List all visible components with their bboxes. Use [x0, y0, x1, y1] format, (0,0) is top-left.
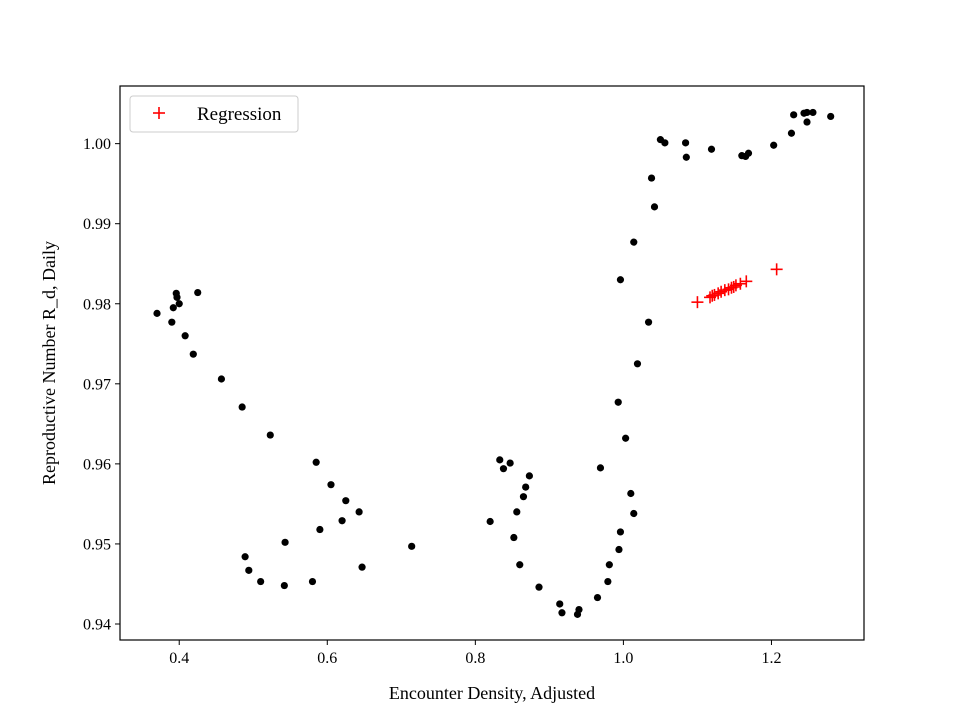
y-tick-label: 0.95	[83, 536, 111, 553]
data-point	[338, 517, 346, 525]
legend-label-regression: Regression	[197, 104, 282, 125]
x-axis-label: Encounter Density, Adjusted	[389, 683, 595, 703]
data-point	[622, 434, 630, 442]
data-point	[650, 203, 659, 211]
data-point	[744, 149, 753, 157]
data-point	[614, 398, 622, 406]
data-point	[707, 145, 716, 153]
regression-point	[712, 287, 725, 300]
regression-point	[691, 296, 704, 309]
data-point	[803, 118, 811, 126]
data-point	[181, 332, 189, 340]
data-point	[827, 112, 835, 121]
data-point	[681, 139, 690, 147]
data-point	[499, 465, 508, 473]
data-point	[355, 508, 363, 516]
data-point	[627, 489, 635, 498]
data-point	[604, 577, 612, 586]
legend-marker-regression	[153, 107, 165, 119]
data-point	[682, 153, 690, 161]
data-point	[189, 350, 197, 358]
data-point	[217, 375, 226, 383]
data-point	[510, 533, 518, 542]
x-tick-label: 0.6	[317, 650, 337, 667]
data-point	[605, 561, 613, 569]
data-point	[169, 304, 177, 312]
data-point	[556, 600, 564, 608]
regression-point	[722, 283, 735, 296]
data-point	[238, 403, 246, 411]
y-tick-label: 0.96	[83, 456, 111, 473]
y-tick-label: 0.94	[83, 616, 111, 633]
data-point	[327, 481, 335, 489]
x-tick-label: 0.8	[465, 650, 485, 667]
data-point	[257, 577, 265, 586]
data-point	[787, 129, 796, 137]
data-point	[633, 360, 642, 368]
data-point	[342, 497, 350, 505]
data-point	[513, 508, 521, 516]
data-point	[245, 566, 253, 574]
y-tick-label: 0.99	[83, 216, 111, 233]
data-point	[558, 609, 566, 617]
legend-box	[129, 95, 299, 133]
plot-marks	[153, 108, 835, 618]
data-point	[616, 528, 625, 536]
data-point	[525, 472, 533, 480]
data-point	[266, 431, 274, 439]
regression-point	[740, 275, 753, 288]
data-point	[173, 293, 181, 301]
data-point	[644, 318, 653, 326]
y-tick-label: 0.97	[83, 376, 111, 393]
data-point	[790, 111, 798, 119]
data-point	[486, 517, 494, 526]
data-point	[575, 605, 583, 614]
data-point	[153, 309, 161, 317]
y-tick-label: 0.98	[83, 296, 111, 313]
data-point	[770, 141, 778, 149]
data-point	[280, 581, 288, 590]
data-point	[316, 525, 324, 534]
data-point	[358, 563, 366, 571]
data-point	[194, 288, 202, 297]
data-point	[168, 318, 176, 326]
x-tick-label: 1.0	[613, 650, 633, 667]
data-point	[516, 561, 524, 569]
plot-frame	[119, 85, 865, 641]
data-point	[519, 493, 528, 501]
x-axis-ticks: 0.4 0.6 0.8 1.0 1.2	[169, 640, 781, 667]
data-point	[615, 545, 623, 554]
data-point	[630, 509, 638, 518]
y-axis-ticks: 0.94 0.95 0.96 0.97 0.98 0.99 1.00	[83, 136, 120, 633]
data-point	[535, 583, 543, 591]
data-point	[630, 238, 638, 246]
data-point	[647, 174, 656, 182]
x-tick-label: 0.4	[169, 650, 189, 667]
data-point	[506, 459, 514, 467]
data-point	[809, 108, 817, 117]
data-point	[496, 456, 504, 464]
x-tick-label: 1.2	[761, 650, 781, 667]
data-point	[175, 300, 183, 308]
data-point	[408, 542, 416, 550]
data-point	[593, 593, 602, 602]
y-tick-label: 1.00	[83, 136, 111, 153]
regression-point	[770, 263, 783, 276]
data-point	[241, 553, 249, 561]
data-point	[596, 464, 605, 472]
data-point	[661, 139, 669, 147]
y-axis-label: Reproductive Number R_d, Daily	[39, 241, 59, 485]
regression-point	[727, 280, 740, 293]
legend: Regression	[129, 95, 299, 133]
data-point	[308, 577, 317, 586]
data-point	[803, 108, 811, 117]
regression-point	[706, 289, 719, 302]
data-point	[616, 276, 625, 284]
data-point	[522, 483, 530, 491]
data-point	[281, 538, 289, 546]
regression-point	[734, 277, 747, 290]
data-point	[312, 458, 320, 466]
